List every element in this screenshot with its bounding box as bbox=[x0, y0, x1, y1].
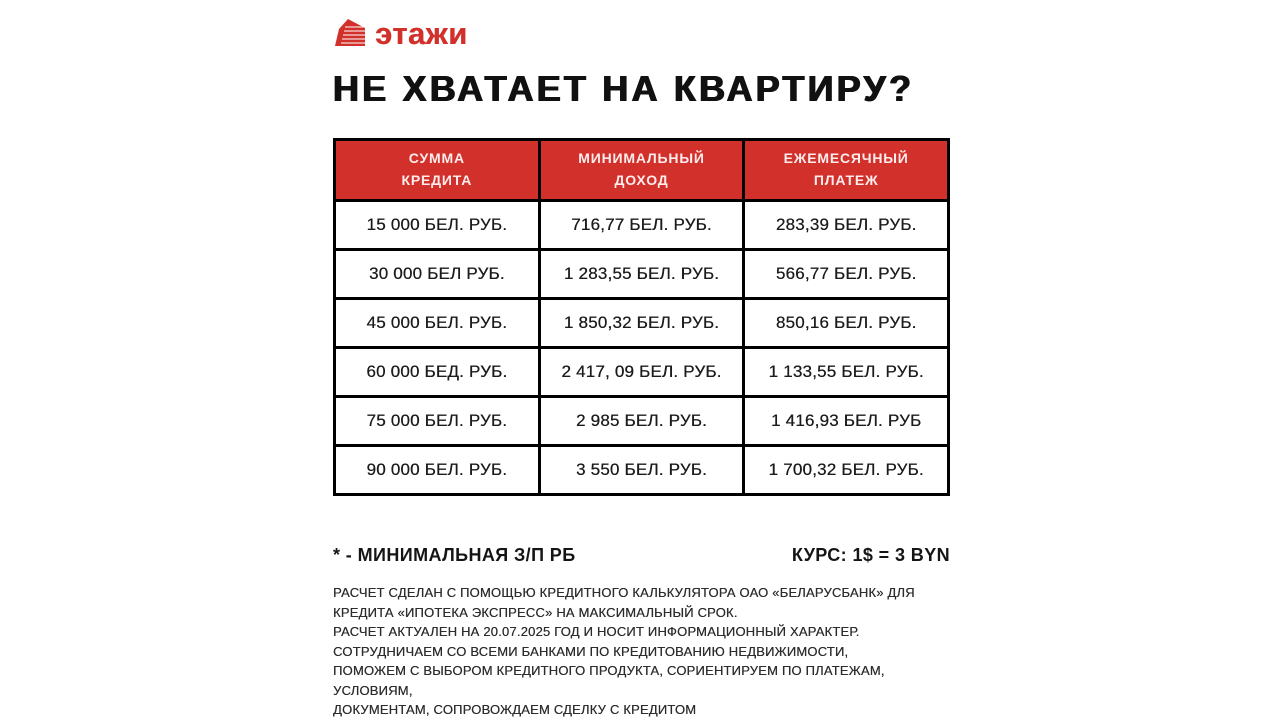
disclaimer-line: УСЛОВИЯМ, bbox=[333, 682, 413, 698]
credit-table: СУММА КРЕДИТА МИНИМАЛЬНЫЙ ДОХОД ЕЖЕМЕСЯЧ… bbox=[333, 138, 950, 496]
table-row: 75 000 БЕЛ. РУБ. 2 985 БЕЛ. РУБ. 1 416,9… bbox=[333, 395, 950, 447]
exchange-rate: КУРС: 1$ = 3 BYN bbox=[791, 545, 950, 565]
cell-min-income: 716,77 БЕЛ. РУБ. bbox=[537, 199, 746, 251]
footnote-min-salary: * - МИНИМАЛЬНАЯ З/П РБ bbox=[333, 545, 576, 565]
cell-min-income: 1 850,32 БЕЛ. РУБ. bbox=[537, 297, 746, 349]
cell-min-income: 2 417, 09 БЕЛ. РУБ. bbox=[537, 346, 746, 398]
disclaimer-line: РАСЧЕТ СДЕЛАН С ПОМОЩЬЮ КРЕДИТНОГО КАЛЬК… bbox=[333, 585, 915, 600]
table-row: 15 000 БЕЛ. РУБ. 716,77 БЕЛ. РУБ. 283,39… bbox=[333, 199, 950, 251]
disclaimer: РАСЧЕТ СДЕЛАН С ПОМОЩЬЮ КРЕДИТНОГО КАЛЬК… bbox=[333, 583, 955, 720]
table-row: 90 000 БЕЛ. РУБ. 3 550 БЕЛ. РУБ. 1 700,3… bbox=[333, 444, 950, 496]
table-row: 60 000 БЕД. РУБ. 2 417, 09 БЕЛ. РУБ. 1 1… bbox=[333, 346, 950, 398]
cell-min-income: 1 283,55 БЕЛ. РУБ. bbox=[537, 248, 746, 300]
brand-name: этажи bbox=[375, 15, 468, 51]
disclaimer-line: ПОМОЖЕМ С ВЫБОРОМ КРЕДИТНОГО ПРОДУКТА, С… bbox=[333, 663, 885, 678]
cell-credit-sum: 15 000 БЕЛ. РУБ. bbox=[333, 199, 541, 251]
cell-credit-sum: 30 000 БЕЛ РУБ. bbox=[333, 248, 541, 300]
disclaimer-line: СОТРУДНИЧАЕМ СО ВСЕМИ БАНКАМИ ПО КРЕДИТО… bbox=[333, 643, 849, 659]
disclaimer-line: ДОКУМЕНТАМ, СОПРОВОЖДАЕМ СДЕЛКУ С КРЕДИТ… bbox=[333, 702, 697, 717]
credit-table-body: 15 000 БЕЛ. РУБ. 716,77 БЕЛ. РУБ. 283,39… bbox=[333, 199, 950, 496]
disclaimer-line: РАСЧЕТ АКТУАЛЕН НА 20.07.2025 ГОД И НОСИ… bbox=[333, 624, 860, 639]
cell-credit-sum: 75 000 БЕЛ. РУБ. bbox=[333, 395, 541, 447]
cell-monthly-payment: 850,16 БЕЛ. РУБ. bbox=[742, 297, 950, 349]
credit-table-header: СУММА КРЕДИТА МИНИМАЛЬНЫЙ ДОХОД ЕЖЕМЕСЯЧ… bbox=[333, 138, 950, 202]
cell-monthly-payment: 566,77 БЕЛ. РУБ. bbox=[742, 248, 950, 300]
column-header-credit-sum: СУММА КРЕДИТА bbox=[333, 138, 541, 202]
cell-credit-sum: 45 000 БЕЛ. РУБ. bbox=[333, 297, 541, 349]
cell-monthly-payment: 1 133,55 БЕЛ. РУБ. bbox=[742, 346, 950, 398]
cell-monthly-payment: 1 416,93 БЕЛ. РУБ bbox=[742, 395, 950, 447]
disclaimer-line: КРЕДИТА «ИПОТЕКА ЭКСПРЕСС» НА МАКСИМАЛЬН… bbox=[333, 604, 738, 620]
cell-min-income: 3 550 БЕЛ. РУБ. bbox=[537, 444, 746, 496]
table-row: 30 000 БЕЛ РУБ. 1 283,55 БЕЛ. РУБ. 566,7… bbox=[333, 248, 950, 300]
table-row: 45 000 БЕЛ. РУБ. 1 850,32 БЕЛ. РУБ. 850,… bbox=[333, 297, 950, 349]
page-title: НЕ ХВАТАЕТ НА КВАРТИРУ? bbox=[333, 68, 915, 109]
column-header-monthly-payment: ЕЖЕМЕСЯЧНЫЙ ПЛАТЕЖ bbox=[742, 138, 950, 202]
brand-logo: этажи bbox=[333, 16, 468, 50]
header-row: СУММА КРЕДИТА МИНИМАЛЬНЫЙ ДОХОД ЕЖЕМЕСЯЧ… bbox=[333, 138, 950, 202]
cell-credit-sum: 90 000 БЕЛ. РУБ. bbox=[333, 444, 541, 496]
cell-monthly-payment: 283,39 БЕЛ. РУБ. bbox=[742, 199, 950, 251]
column-header-min-income: МИНИМАЛЬНЫЙ ДОХОД bbox=[537, 138, 746, 202]
building-floors-icon bbox=[335, 19, 365, 46]
cell-credit-sum: 60 000 БЕД. РУБ. bbox=[333, 346, 541, 398]
flyer-content: этажи НЕ ХВАТАЕТ НА КВАРТИРУ? СУММА КРЕД… bbox=[333, 0, 953, 720]
cell-monthly-payment: 1 700,32 БЕЛ. РУБ. bbox=[742, 444, 950, 496]
cell-min-income: 2 985 БЕЛ. РУБ. bbox=[537, 395, 746, 447]
notes-row: * - МИНИМАЛЬНАЯ З/П РБ КУРС: 1$ = 3 BYN bbox=[333, 545, 950, 566]
